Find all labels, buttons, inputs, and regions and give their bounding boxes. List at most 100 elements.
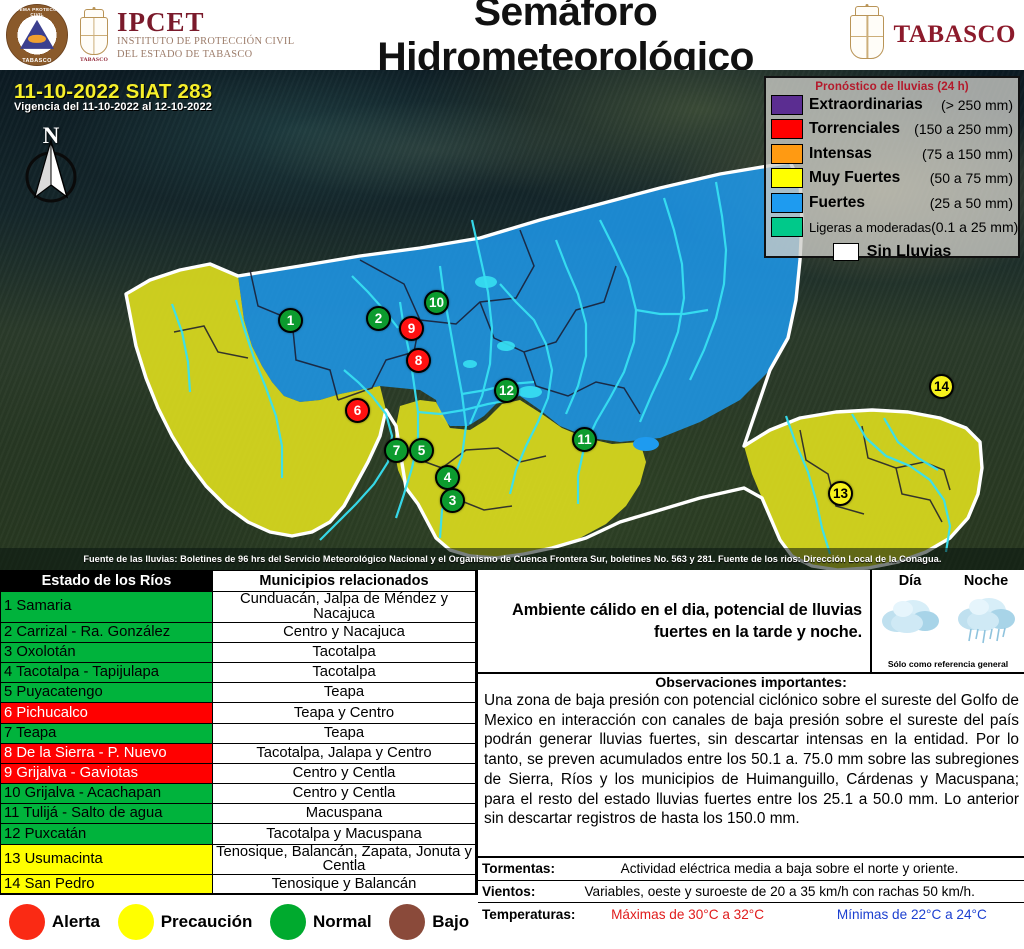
rivers-table: Estado de los Ríos Municipios relacionad…: [0, 570, 476, 896]
river-marker-14[interactable]: 14: [929, 374, 954, 399]
legend-row-2: Torrenciales (150 a 250 mm): [771, 117, 1013, 142]
winds-row: Vientos: Variables, oeste y suroeste de …: [478, 881, 1024, 903]
river-cell-12: 12 Puxcatán: [0, 823, 213, 845]
legend-swatch-2: [771, 119, 803, 140]
map-source-text: Fuente de las lluvias: Boletines de 96 h…: [82, 554, 942, 564]
table-row: 8 De la Sierra - P. Nuevo Tacotalpa, Jala…: [0, 742, 476, 764]
table-row: 5 Puyacatengo Teapa: [0, 682, 476, 704]
river-marker-10[interactable]: 10: [424, 290, 449, 315]
night-weather-icon-wrap: [948, 591, 1024, 645]
legend-row-3: Intensas (75 a 150 mm): [771, 141, 1013, 166]
municipios-cell-14: Tenosique y Balancán: [212, 874, 476, 896]
winds-value: Variables, oeste y suroeste de 20 a 35 k…: [584, 883, 975, 899]
river-cell-7: 7 Teapa: [0, 722, 213, 744]
municipios-cell-8: Tacotalpa, Jalapa y Centro: [212, 742, 476, 764]
table-row: 2 Carrizal - Ra. González Centro y Nacaju…: [0, 621, 476, 643]
map-source-note: Fuente de las lluvias: Boletines de 96 h…: [0, 548, 1024, 570]
river-cell-4: 4 Tacotalpa - Tapijulapa: [0, 661, 213, 684]
col-header-municipios: Municipios relacionados: [212, 570, 476, 592]
municipios-cell-7: Teapa: [212, 722, 476, 744]
river-cell-14: 14 San Pedro: [0, 874, 213, 896]
river-marker-8[interactable]: 8: [406, 348, 431, 373]
table-row: 14 San Pedro Tenosique y Balancán: [0, 874, 476, 896]
municipios-cell-12: Tacotalpa y Macuspana: [212, 823, 476, 845]
river-marker-12[interactable]: 12: [494, 378, 519, 403]
legend-range-2: (150 a 250 mm): [914, 121, 1013, 138]
legend-row-1: Extraordinarias (> 250 mm): [771, 92, 1013, 117]
cloud-icon: [882, 600, 939, 633]
river-marker-13[interactable]: 13: [828, 481, 853, 506]
river-marker-6[interactable]: 6: [345, 398, 370, 423]
river-cell-6: 6 Pichucalco: [0, 702, 213, 724]
river-cell-2: 2 Carrizal - Ra. González: [0, 621, 213, 643]
municipios-cell-6: Teapa y Centro: [212, 702, 476, 724]
ambient-text: Ambiente cálido en el dia, potencial de …: [512, 599, 862, 643]
compass-rose-icon: N: [22, 123, 80, 207]
state-name: TABASCO: [893, 21, 1016, 48]
river-cell-1: 1 Samaria: [0, 591, 213, 623]
legend-range-6: (0.1 a 25 mm): [931, 219, 1019, 236]
river-cell-10: 10 Grijalva - Acachapan: [0, 783, 213, 805]
status-label-4: Bajo: [432, 912, 470, 931]
status-label-3: Normal: [313, 912, 372, 931]
rain-forecast-map[interactable]: 11-10-2022 SIAT 283 Vigencia del 11-10-2…: [0, 70, 1024, 570]
river-marker-7[interactable]: 7: [384, 438, 409, 463]
temperature-min: Mínimas de 22°C a 24°C: [836, 906, 987, 922]
day-weather-icon-wrap: [872, 591, 948, 645]
municipios-cell-11: Macuspana: [212, 803, 476, 825]
ambient-summary: Ambiente cálido en el dia, potencial de …: [478, 570, 872, 672]
cloud-rain-icon: [958, 598, 1015, 644]
ambient-line-2: fuertes en la tarde y noche.: [653, 623, 862, 641]
river-marker-5[interactable]: 5: [409, 438, 434, 463]
legend-label-no-rain: Sin Lluvias: [866, 242, 952, 260]
table-row: 4 Tacotalpa - Tapijulapa Tacotalpa: [0, 661, 476, 684]
table-row: 11 Tulijá - Salto de agua Macuspana: [0, 803, 476, 825]
municipios-cell-5: Teapa: [212, 682, 476, 704]
municipios-cell-3: Tacotalpa: [212, 641, 476, 663]
river-cell-9: 9 Grijalva - Gaviotas: [0, 762, 213, 785]
ambient-row: Ambiente cálido en el dia, potencial de …: [478, 570, 1024, 674]
table-row: 6 Pichucalco Teapa y Centro: [0, 702, 476, 724]
river-network: [170, 181, 952, 555]
status-dot-2: [117, 904, 154, 940]
river-marker-1[interactable]: 1: [278, 308, 303, 333]
col-header-river-state: Estado de los Ríos: [0, 570, 213, 592]
legend-row-6: Ligeras a moderadas (0.1 a 25 mm): [771, 215, 1018, 240]
bulletin-date: 11-10-2022 SIAT 283: [14, 80, 213, 103]
tabasco-brand: TABASCO: [837, 4, 1016, 66]
river-marker-4[interactable]: 4: [435, 465, 460, 490]
bottom-panels: Estado de los Ríos Municipios relacionad…: [0, 570, 1024, 949]
status-label-1: Alerta: [51, 912, 101, 931]
legend-range-5: (25 a 50 mm): [929, 194, 1013, 211]
lagoon-blue: [633, 437, 659, 451]
status-legend: Alerta Precaución Normal Bajo: [0, 893, 478, 949]
rivers-panel: Estado de los Ríos Municipios relacionad…: [0, 570, 478, 949]
river-marker-3[interactable]: 3: [440, 488, 465, 513]
shield-caption: TABASCO: [79, 57, 109, 63]
table-row: 13 Usumacinta Tenosique, Balancán, Zapata…: [0, 843, 476, 876]
river-cell-13: 13 Usumacinta: [0, 843, 213, 876]
observations-heading: Observaciones importantes:: [655, 675, 847, 691]
table-header-row: Estado de los Ríos Municipios relacionad…: [0, 570, 476, 592]
legend-swatch-no-rain: [832, 242, 859, 261]
legend-swatch-1: [771, 94, 803, 115]
temperatures-row: Temperaturas: Máximas de 30°C a 32°C Mín…: [478, 903, 1024, 926]
river-cell-3: 3 Oxolotán: [0, 641, 213, 663]
municipios-cell-4: Tacotalpa: [212, 661, 476, 684]
civil-protection-seal-icon: SISTEMA PROTECCIÓN CIVIL TABASCO: [6, 4, 68, 66]
seal-top-text: SISTEMA PROTECCIÓN CIVIL: [8, 7, 66, 17]
status-dot-4: [389, 904, 426, 940]
river-marker-9[interactable]: 9: [399, 316, 424, 341]
river-marker-11[interactable]: 11: [572, 427, 597, 452]
legend-label-1: Extraordinarias: [809, 95, 923, 113]
temperatures-key: Temperaturas:: [482, 906, 576, 922]
table-row: 7 Teapa Teapa: [0, 722, 476, 744]
river-marker-2[interactable]: 2: [366, 306, 391, 331]
ambient-line-1: Ambiente cálido en el dia, potencial de …: [512, 601, 862, 619]
winds-key: Vientos:: [482, 883, 536, 899]
status-legend-item-2: Precaución: [117, 904, 252, 940]
org-acronym: IPCET: [117, 7, 205, 38]
legend-swatch-5: [771, 192, 803, 213]
table-row: 1 Samaria Cunduacán, Jalpa de Méndez y Na…: [0, 591, 476, 623]
